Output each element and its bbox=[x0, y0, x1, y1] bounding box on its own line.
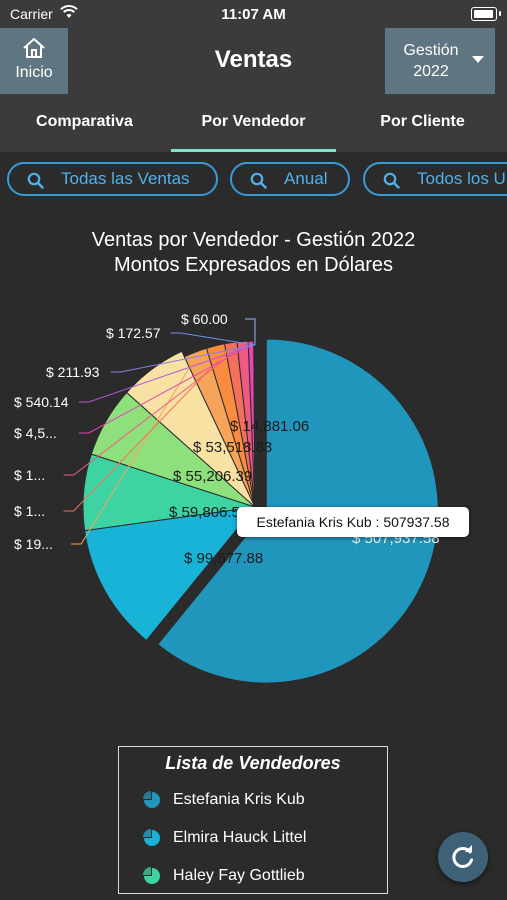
search-icon bbox=[27, 172, 44, 189]
slice-value-label: $ 1... bbox=[14, 467, 45, 483]
tab-bar: Comparativa Por Vendedor Por Cliente bbox=[0, 96, 507, 152]
filter-anual[interactable]: Anual bbox=[230, 162, 350, 196]
legend-item-label: Estefania Kris Kub bbox=[173, 791, 305, 808]
leader-line bbox=[170, 332, 255, 346]
pie-slice[interactable] bbox=[125, 350, 256, 508]
search-icon bbox=[383, 172, 400, 189]
slice-value-label: $ 211.93 bbox=[46, 364, 100, 380]
slice-value-label: $ 53,518.83 bbox=[193, 439, 272, 456]
slice-value-label: $ 4,5... bbox=[14, 425, 57, 441]
status-bar: Carrier 11:07 AM bbox=[0, 0, 507, 28]
battery-icon bbox=[471, 7, 501, 21]
carrier-label: Carrier bbox=[10, 6, 53, 22]
slice-value-label: $ 172.57 bbox=[106, 325, 161, 341]
home-button[interactable]: Inicio bbox=[0, 28, 68, 94]
chart-title: Ventas por Vendedor - Gestión 2022 bbox=[91, 229, 416, 251]
leader-line bbox=[63, 346, 232, 512]
slice-value-label: $ 55,206.39 bbox=[173, 468, 252, 485]
tab-por-vendedor[interactable]: Por Vendedor bbox=[169, 96, 338, 152]
filter-bar: Todas las Ventas Anual Todos los U bbox=[0, 162, 507, 198]
home-icon bbox=[23, 38, 45, 58]
legend-item-label: Haley Fay Gottlieb bbox=[173, 867, 305, 884]
slice-value-label: $ 540.14 bbox=[14, 394, 69, 410]
refresh-button[interactable] bbox=[438, 832, 488, 882]
slice-value-label: $ 59,806.57 bbox=[169, 504, 248, 521]
tab-comparativa[interactable]: Comparativa bbox=[36, 113, 133, 130]
filter-todos-los-usuarios[interactable]: Todos los U bbox=[363, 162, 507, 196]
leader-line bbox=[78, 344, 252, 434]
slice-value-label: $ 99,577.88 bbox=[184, 550, 263, 567]
filter-label: Anual bbox=[284, 169, 328, 188]
slice-value-label: $ 19... bbox=[14, 536, 53, 552]
filter-todas-las-ventas[interactable]: Todas las Ventas bbox=[7, 162, 218, 196]
slice-value-label: $ 60.00 bbox=[181, 311, 228, 327]
chevron-down-icon bbox=[472, 56, 484, 63]
year-selector-label: Gestión 2022 bbox=[385, 40, 477, 82]
year-selector-label-line1: Gestión bbox=[403, 42, 459, 59]
chart-title-block: Ventas por Vendedor - Gestión 2022 Monto… bbox=[0, 228, 507, 278]
slice-value-label: $ 14,881.06 bbox=[230, 418, 309, 435]
refresh-icon bbox=[452, 845, 473, 868]
slice-value-label: $ 1... bbox=[14, 503, 45, 519]
pie-icon bbox=[143, 791, 160, 808]
pie-slice[interactable] bbox=[84, 506, 257, 642]
filter-label: Todos los U bbox=[417, 169, 506, 188]
clock: 11:07 AM bbox=[221, 6, 286, 23]
pie-icon bbox=[143, 829, 160, 846]
leader-line bbox=[63, 345, 244, 476]
leader-line bbox=[78, 344, 255, 403]
pie-icon bbox=[143, 867, 160, 884]
leader-line bbox=[110, 344, 255, 373]
year-selector-button[interactable]: Gestión 2022 bbox=[385, 28, 495, 94]
filter-label: Todas las Ventas bbox=[61, 169, 190, 188]
leader-line bbox=[71, 355, 198, 545]
legend-title: Lista de Vendedores bbox=[165, 753, 341, 773]
year-selector-label-line2: 2022 bbox=[413, 63, 449, 80]
chart-tooltip: Estefania Kris Kub : 507937.58 bbox=[237, 507, 469, 537]
wifi-icon bbox=[60, 5, 78, 18]
tab-por-cliente[interactable]: Por Cliente bbox=[380, 113, 465, 130]
leader-line bbox=[245, 318, 256, 346]
chart-subtitle: Montos Expresados en Dólares bbox=[113, 254, 394, 276]
app-header: Inicio Ventas Gestión 2022 bbox=[0, 28, 507, 96]
home-label: Inicio bbox=[15, 64, 53, 81]
search-icon bbox=[250, 172, 267, 189]
legend-item-label: Elmira Hauck Littel bbox=[173, 829, 307, 846]
legend-box: Lista de Vendedores Estefania Kris Kub E… bbox=[118, 746, 388, 894]
